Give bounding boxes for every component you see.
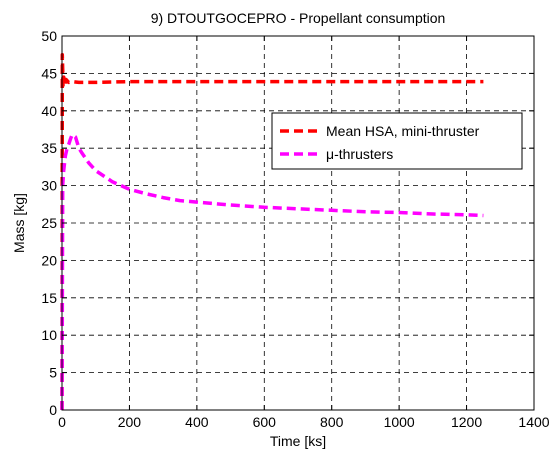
x-tick-label: 1200 xyxy=(451,414,482,430)
y-tick-label: 25 xyxy=(41,215,57,231)
y-axis-label: Mass [kg] xyxy=(11,193,27,253)
x-tick-label: 800 xyxy=(320,414,344,430)
y-tick-label: 5 xyxy=(49,365,57,381)
y-tick-label: 0 xyxy=(49,402,57,418)
y-tick-label: 20 xyxy=(41,252,57,268)
x-tick-label: 200 xyxy=(118,414,142,430)
x-axis-label: Time [ks] xyxy=(270,433,326,449)
x-tick-label: 600 xyxy=(253,414,277,430)
x-tick-label: 1400 xyxy=(518,414,549,430)
y-tick-label: 30 xyxy=(41,178,57,194)
x-tick-label: 1000 xyxy=(384,414,415,430)
y-tick-label: 15 xyxy=(41,290,57,306)
y-tick-label: 10 xyxy=(41,327,57,343)
series-layer xyxy=(60,52,484,411)
legend-entry: μ-thrusters xyxy=(326,146,393,162)
x-tick-label: 400 xyxy=(185,414,209,430)
chart-title: 9) DTOUTGOCEPRO - Propellant consumption xyxy=(151,10,446,26)
y-tick-label: 40 xyxy=(41,103,57,119)
y-tick-label: 45 xyxy=(41,65,57,81)
legend-entry: Mean HSA, mini-thruster xyxy=(326,123,480,139)
series-line-1 xyxy=(60,52,484,411)
series-line-2 xyxy=(60,132,484,411)
ticks: 0 200 400 600 800 1000 1200 1400 0 5 10 15 20 25 30 35 4… xyxy=(41,28,549,430)
legend-box xyxy=(271,112,523,170)
y-tick-label: 50 xyxy=(41,28,57,44)
y-tick-label: 35 xyxy=(41,140,57,156)
legend: Mean HSA, mini-thruster μ-thrusters xyxy=(271,112,523,170)
x-tick-label: 0 xyxy=(58,414,66,430)
